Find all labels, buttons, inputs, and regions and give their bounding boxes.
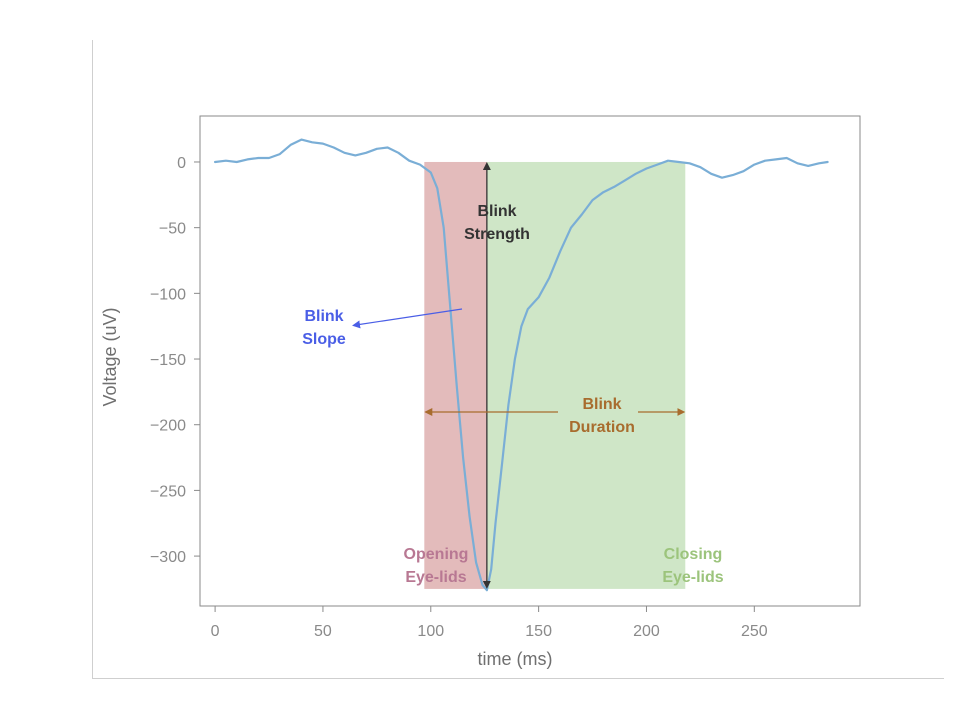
- region-closing-eye-lids: [486, 161, 686, 589]
- blink-slope-arrow: [352, 308, 463, 329]
- closing-eyelids-label-line1: Closing: [664, 546, 723, 563]
- y-tick-label: −200: [150, 418, 186, 435]
- x-tick-label: 50: [314, 623, 332, 640]
- axis-ticks: 0 50 100 150 200 250 0 −50 −100 −150 −200 −250 −300: [150, 155, 768, 640]
- opening-eyelids-label-line2: Eye-lids: [405, 569, 466, 586]
- x-axis-label: time (ms): [478, 649, 553, 669]
- y-tick-label: −300: [150, 549, 186, 566]
- x-tick-label: 150: [525, 623, 552, 640]
- x-tick-label: 200: [633, 623, 660, 640]
- y-tick-label: −100: [150, 286, 186, 303]
- plot-frame: [199, 115, 861, 607]
- blink-duration-label-line2: Duration: [569, 419, 635, 436]
- frame-left-border: [92, 40, 93, 678]
- blink-slope-label-line1: Blink: [304, 308, 343, 325]
- y-tick-label: −150: [150, 352, 186, 369]
- x-tick-label: 100: [417, 623, 444, 640]
- voltage-series-line: [214, 138, 829, 592]
- opening-eyelids-label-line1: Opening: [404, 546, 469, 563]
- closing-eyelids-label-line2: Eye-lids: [662, 569, 723, 586]
- y-tick-label: 0: [177, 155, 186, 172]
- blink-strength-label-line1: Blink: [477, 203, 516, 220]
- frame-bottom-border: [92, 678, 944, 679]
- y-axis-label: Voltage (uV): [100, 307, 120, 406]
- x-tick-label: 250: [741, 623, 768, 640]
- blink-slope-label-line2: Slope: [302, 331, 346, 348]
- y-tick-label: −50: [159, 221, 186, 238]
- blink-duration-label-line1: Blink: [582, 396, 621, 413]
- y-tick-label: −250: [150, 483, 186, 500]
- blink-strength-label-line2: Strength: [464, 226, 530, 243]
- x-tick-label: 0: [211, 623, 220, 640]
